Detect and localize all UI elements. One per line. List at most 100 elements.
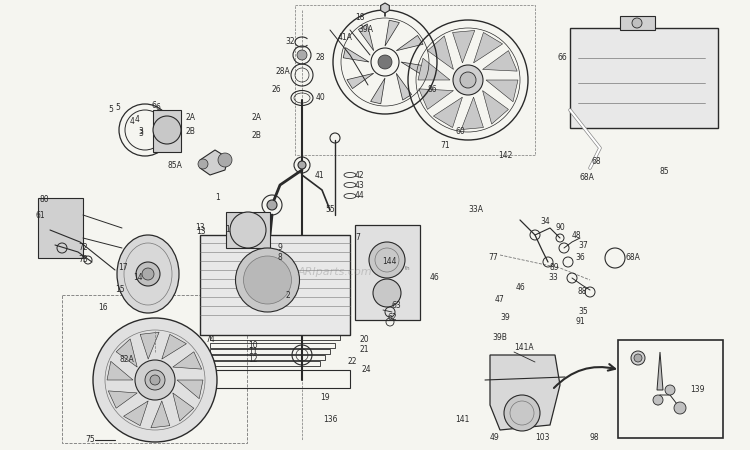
Text: 48: 48 [572, 230, 582, 239]
Polygon shape [172, 393, 194, 421]
Text: 55: 55 [325, 206, 334, 215]
Text: 68A: 68A [580, 174, 595, 183]
Text: 91: 91 [575, 318, 585, 327]
Circle shape [665, 385, 675, 395]
Text: 37: 37 [578, 240, 588, 249]
Text: 40: 40 [316, 94, 326, 103]
Text: 43: 43 [355, 180, 364, 189]
Text: 63: 63 [392, 302, 402, 310]
Text: 60: 60 [455, 127, 465, 136]
Bar [210, 355, 325, 360]
Circle shape [674, 402, 686, 414]
Polygon shape [200, 150, 228, 175]
Circle shape [150, 375, 160, 385]
Text: 62: 62 [388, 314, 398, 323]
Text: 28: 28 [316, 54, 326, 63]
Polygon shape [490, 355, 560, 430]
Text: 66: 66 [558, 54, 568, 63]
Text: 34: 34 [540, 217, 550, 226]
Text: 141: 141 [455, 415, 470, 424]
Text: 39: 39 [500, 314, 510, 323]
Bar [153, 110, 181, 152]
Polygon shape [124, 401, 148, 426]
Polygon shape [461, 97, 484, 130]
Text: 88: 88 [578, 288, 587, 297]
Text: 24: 24 [362, 365, 372, 374]
Text: 46: 46 [430, 274, 439, 283]
Text: 73: 73 [78, 256, 88, 265]
Text: 44: 44 [355, 192, 364, 201]
Text: 41A: 41A [338, 33, 352, 42]
Text: 39A: 39A [358, 26, 373, 35]
Polygon shape [419, 89, 454, 109]
Text: 10: 10 [248, 341, 258, 350]
Text: 7: 7 [355, 234, 360, 243]
Polygon shape [140, 332, 159, 359]
Circle shape [218, 153, 232, 167]
Ellipse shape [117, 235, 179, 313]
Bar [355, 225, 420, 320]
Polygon shape [370, 78, 385, 104]
Bar [38, 198, 83, 258]
Text: 74: 74 [205, 336, 214, 345]
Text: 103: 103 [535, 433, 550, 442]
Polygon shape [108, 391, 137, 408]
Bar [210, 335, 340, 340]
Polygon shape [427, 36, 454, 69]
Circle shape [236, 248, 299, 312]
Text: 80: 80 [40, 195, 50, 204]
Text: 49: 49 [490, 433, 500, 442]
Circle shape [369, 242, 405, 278]
Text: th: th [405, 266, 411, 270]
Text: 8: 8 [278, 253, 283, 262]
Circle shape [142, 268, 154, 280]
Circle shape [378, 55, 392, 69]
Circle shape [653, 395, 663, 405]
Circle shape [460, 72, 476, 88]
Text: 33: 33 [548, 274, 558, 283]
Circle shape [634, 354, 642, 362]
Text: 18: 18 [355, 14, 364, 22]
Text: 72: 72 [78, 243, 88, 252]
Polygon shape [162, 334, 187, 359]
Polygon shape [452, 31, 475, 63]
Text: 35: 35 [578, 307, 588, 316]
Text: 26: 26 [272, 86, 282, 94]
Text: 68: 68 [592, 158, 602, 166]
Polygon shape [385, 20, 400, 46]
Bar [210, 349, 330, 354]
Polygon shape [358, 24, 374, 51]
Polygon shape [172, 352, 202, 369]
Bar [210, 343, 335, 348]
Text: 85: 85 [660, 167, 670, 176]
Bar [226, 212, 270, 248]
Text: 68A: 68A [625, 253, 640, 262]
Polygon shape [657, 352, 663, 390]
Polygon shape [396, 73, 412, 100]
Text: 9: 9 [278, 243, 283, 252]
Text: 6: 6 [155, 104, 160, 112]
Bar [62, 295, 247, 443]
Circle shape [230, 212, 266, 248]
Circle shape [260, 280, 270, 290]
Bar [570, 28, 718, 128]
Bar [200, 235, 350, 335]
Circle shape [632, 18, 642, 28]
Text: 4: 4 [135, 116, 140, 125]
Circle shape [93, 318, 217, 442]
Circle shape [297, 50, 307, 60]
Circle shape [373, 279, 401, 307]
Text: 20: 20 [360, 336, 370, 345]
Bar [210, 361, 320, 366]
Circle shape [298, 161, 306, 169]
Text: 3: 3 [138, 127, 142, 136]
Text: 46: 46 [516, 284, 526, 292]
Text: 2B: 2B [185, 127, 195, 136]
Text: 90: 90 [555, 224, 565, 233]
Circle shape [244, 256, 292, 304]
Text: 39B: 39B [492, 333, 507, 342]
Polygon shape [151, 401, 170, 428]
Text: 141A: 141A [514, 343, 534, 352]
Circle shape [504, 395, 540, 431]
Text: 11: 11 [248, 347, 257, 356]
